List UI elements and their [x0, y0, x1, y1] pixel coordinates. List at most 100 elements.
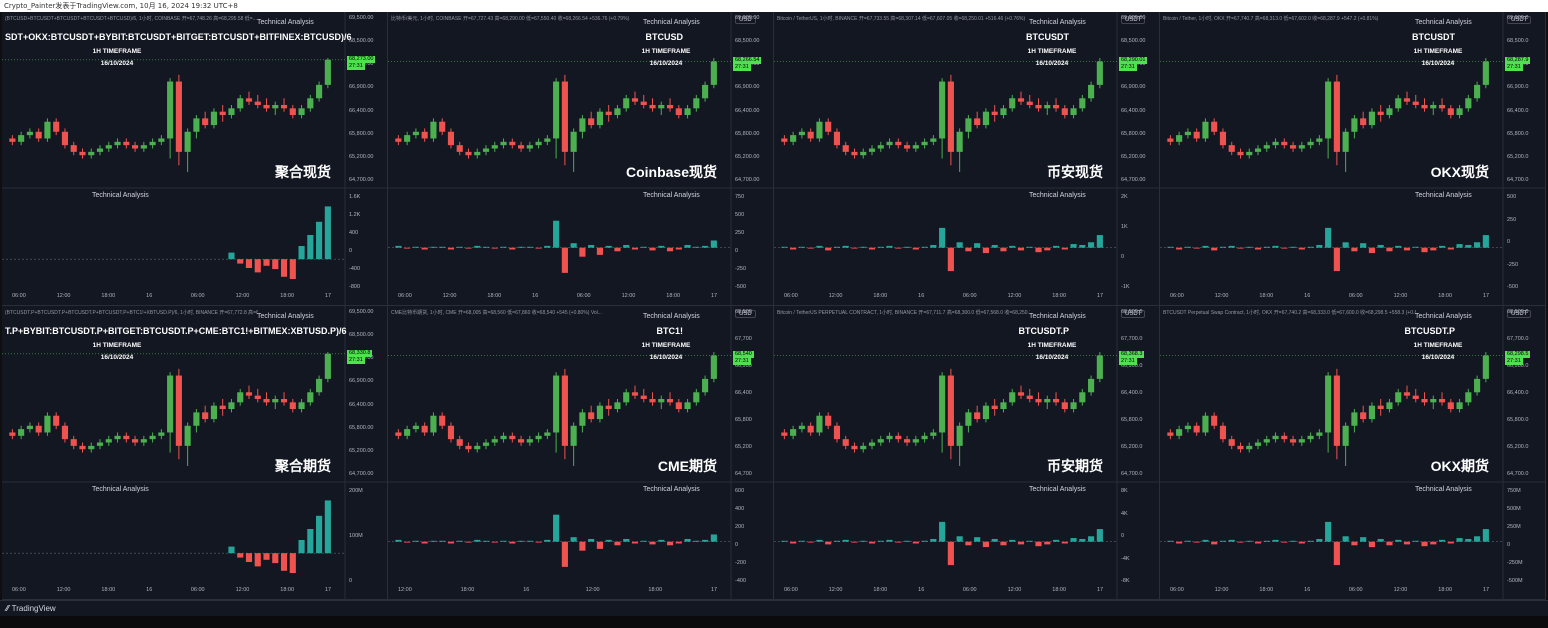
delta-bar	[1474, 536, 1481, 542]
chart-canvas[interactable]	[774, 12, 1159, 305]
market-label: Coinbase现货	[625, 164, 717, 180]
volume-tick: -400	[735, 578, 747, 584]
delta-bar	[1079, 538, 1086, 542]
currency-badge[interactable]: USD	[735, 310, 756, 318]
last-price-badge[interactable]: 68,266.54	[733, 57, 762, 65]
currency-badge[interactable]: USDT	[1121, 16, 1146, 24]
chart-panel-p1[interactable]: (BTCUSD+BTCUSDT+BTCUSDT+BTCUSDT+BTCUSD)/…	[2, 12, 387, 305]
last-price-badge[interactable]: 68,287.9	[1505, 57, 1531, 65]
delta-bar	[1000, 247, 1007, 252]
delta-bar	[781, 540, 788, 542]
price-tick: 69,500.00	[349, 15, 374, 21]
chart-panel-p2[interactable]: 比特币/美元, 1小时, COINBASE 开=67,727.43 高=68,2…	[388, 12, 773, 305]
time-axis-label: 06:00	[1170, 293, 1184, 299]
currency-badge[interactable]: USD	[735, 16, 756, 24]
chart-panel-p3[interactable]: Bitcoin / TetherUS, 1小时, BINANCE 开=67,73…	[774, 12, 1159, 305]
delta-bar	[684, 244, 691, 248]
symbol-label: SDT+OKX:BTCUSDT+BYBIT:BTCUSDT+BITGET:BTC…	[5, 32, 352, 42]
chart-panel-p8[interactable]: BTCUSDT Perpetual Swap Contract, 1小时, OK…	[1160, 306, 1545, 599]
delta-bar	[535, 247, 542, 249]
candle-body	[228, 402, 235, 410]
delta-bar	[596, 541, 604, 549]
last-price-badge[interactable]: 68,540	[733, 351, 754, 359]
chart-canvas[interactable]	[388, 306, 773, 599]
time-axis-label: 18:00	[487, 293, 502, 299]
candle-body	[1307, 141, 1314, 146]
delta-bar	[921, 246, 928, 248]
currency-badge[interactable]: USDT	[1507, 310, 1532, 318]
chart-canvas[interactable]	[774, 306, 1159, 599]
last-price-badge[interactable]: 68,290.01	[1119, 57, 1148, 65]
delta-bar	[579, 247, 586, 257]
chart-canvas[interactable]	[1160, 306, 1545, 599]
candle-body	[1202, 121, 1209, 139]
currency-badge[interactable]: USDT	[1507, 16, 1532, 24]
delta-bar	[825, 541, 832, 545]
delta-bar	[1386, 541, 1393, 546]
market-label: 聚合现货	[275, 164, 331, 180]
chart-canvas[interactable]	[2, 12, 387, 305]
candle-body	[237, 392, 244, 403]
delta-bar	[974, 537, 981, 542]
delta-bar	[868, 247, 876, 250]
delta-bar	[544, 245, 551, 248]
candle-body	[544, 138, 551, 142]
last-price-badge[interactable]: 68,298.5	[1505, 351, 1531, 359]
time-axis-label: 16	[532, 293, 539, 299]
delta-bar	[289, 553, 296, 573]
candle-body	[509, 435, 516, 440]
candle-body	[1228, 145, 1235, 152]
candle-body	[693, 392, 700, 403]
time-axis-label: 18:00	[280, 587, 295, 593]
volume-tick: -4K	[1121, 555, 1130, 562]
last-price-badge[interactable]: 68,368.3	[1119, 351, 1145, 359]
delta-bar	[254, 259, 261, 273]
delta-bar	[1246, 246, 1253, 248]
candle-body	[53, 415, 60, 426]
candle-body	[1184, 131, 1191, 136]
tradingview-logo-icon[interactable]: ⁄⁄	[6, 604, 9, 613]
time-axis-label: 12:00	[235, 293, 250, 299]
delta-bar	[412, 246, 419, 248]
last-price-badge[interactable]: 68,330.8	[347, 349, 373, 357]
candle-body	[570, 131, 577, 152]
candle-body	[140, 439, 147, 443]
volume-tick: -1K	[1121, 284, 1130, 290]
delta-bar	[1281, 247, 1288, 249]
chart-panel-p6[interactable]: CME比特币期货, 1小时, CME 开=68,005 高=68,560 低=6…	[388, 306, 773, 599]
chart-canvas[interactable]	[1160, 12, 1545, 305]
time-axis-label: 17	[1483, 293, 1490, 299]
chart-canvas[interactable]	[388, 12, 773, 305]
technical-analysis-label-lower: Technical Analysis	[1415, 192, 1472, 199]
volume-tick: 250M	[1507, 524, 1521, 530]
candle-body	[44, 415, 51, 433]
candle-body	[105, 439, 112, 443]
candle-body	[184, 425, 191, 446]
candle-body	[202, 118, 209, 126]
chart-panel-p5[interactable]: (BTCUSDT.P+BTCUSDT.P+BTCUSDT.P+BTCUSDT.P…	[2, 306, 387, 599]
candle-body	[930, 432, 937, 436]
currency-badge[interactable]: USDT	[1121, 310, 1146, 318]
time-axis-label: 18:00	[101, 587, 116, 593]
last-price-badge[interactable]: 68,273.00	[347, 55, 376, 63]
candle-body	[982, 111, 990, 126]
delta-bar	[509, 541, 516, 544]
delta-bar	[570, 537, 577, 542]
chart-panel-p7[interactable]: Bitcoin / TetherUS PERPETUAL CONTRACT, 1…	[774, 306, 1159, 599]
candle-body	[535, 435, 542, 440]
delta-bar	[658, 245, 665, 248]
time-axis-label: 12:00	[1214, 293, 1229, 299]
candle-body	[1070, 402, 1077, 410]
candle-body	[1079, 392, 1086, 403]
candle-body	[289, 402, 296, 410]
time-axis-label: 12:00	[1393, 587, 1408, 593]
candle-body	[1228, 439, 1235, 446]
time-axis-label: 06:00	[1348, 587, 1363, 593]
price-tick: 64,700.00	[349, 471, 374, 477]
delta-bar	[982, 541, 990, 548]
candle-body	[623, 392, 630, 403]
candle-body	[316, 84, 323, 99]
chart-canvas[interactable]	[2, 306, 387, 599]
chart-panel-p4[interactable]: Bitcoin / Tether, 1小时, OKX 开=67,740.7 高=…	[1160, 12, 1545, 305]
delta-bar	[790, 247, 797, 250]
